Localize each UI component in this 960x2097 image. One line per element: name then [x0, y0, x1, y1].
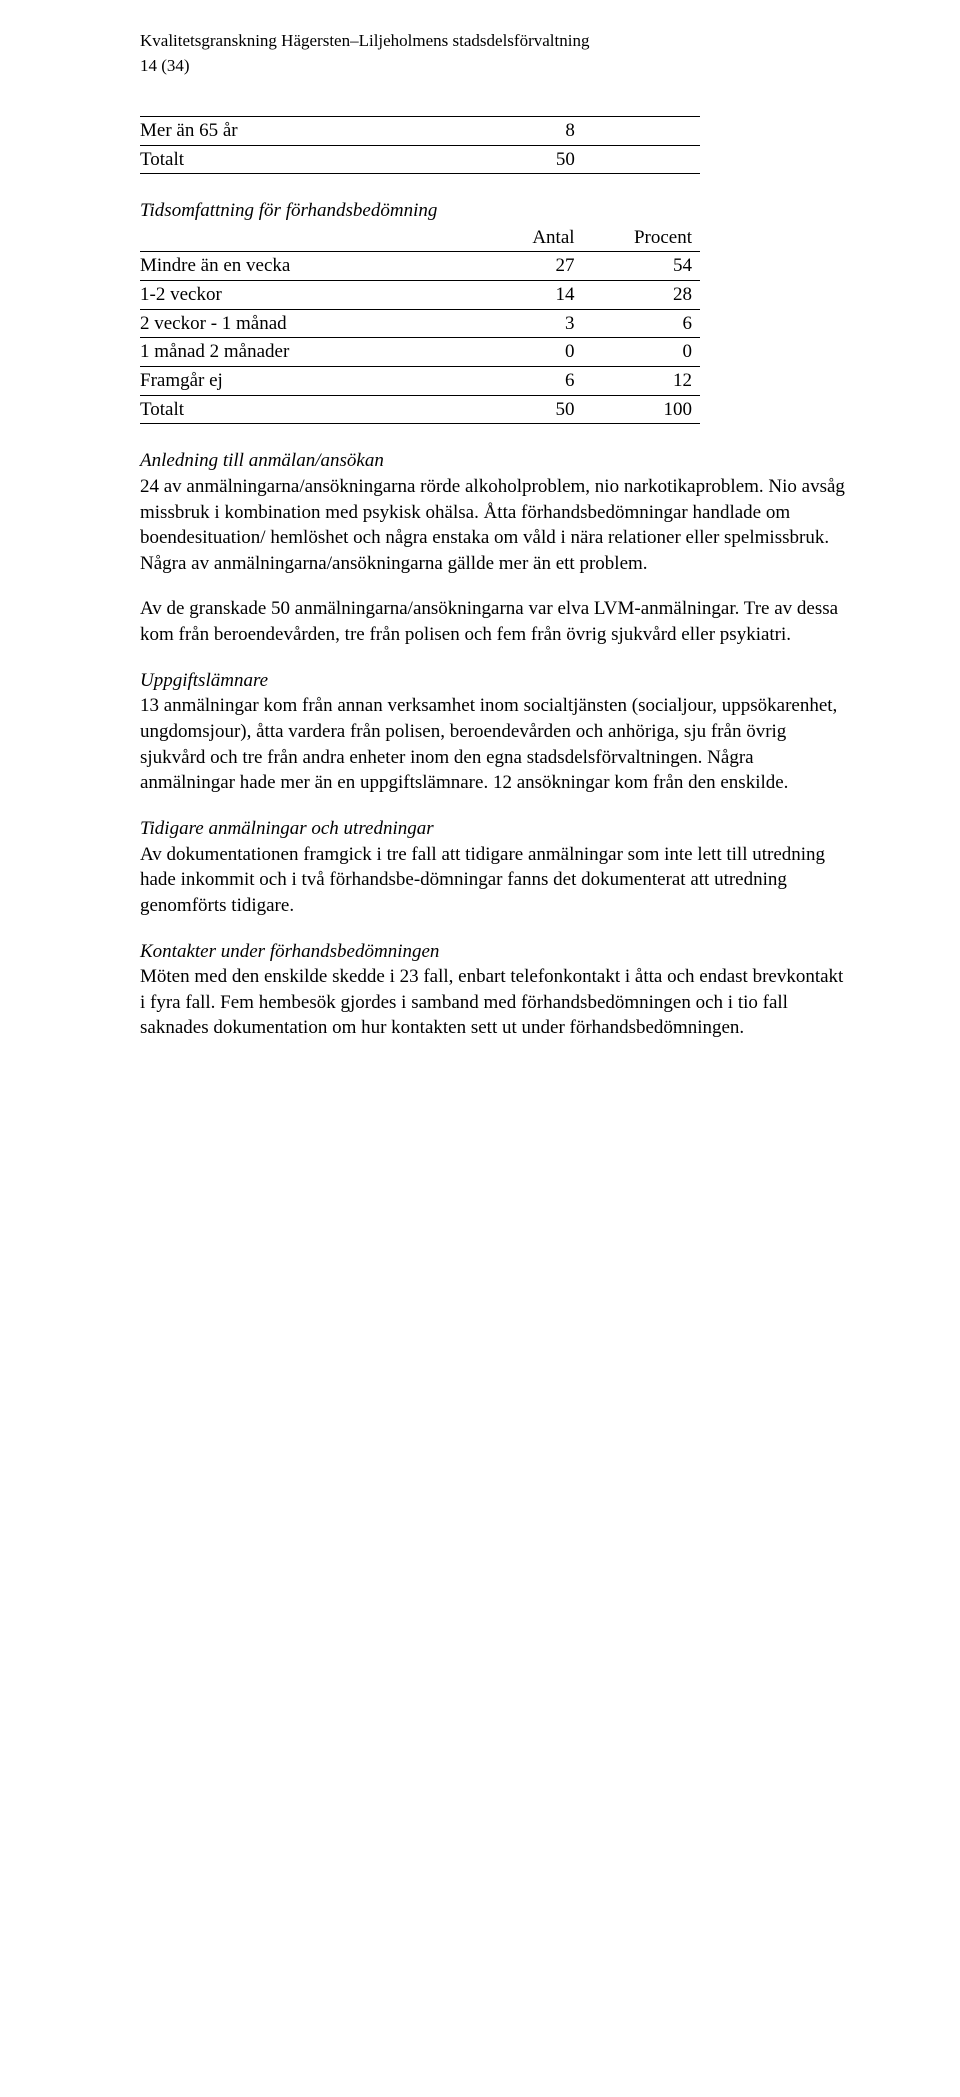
- cell-value: 12: [583, 367, 700, 396]
- table2-title: Tidsomfattning för förhandsbedömning: [140, 198, 850, 224]
- cell-label: 1 månad 2 månader: [140, 338, 465, 367]
- cell-value: 27: [465, 252, 582, 281]
- cell-label: Totalt: [140, 145, 466, 174]
- table-row: Mer än 65 år 8: [140, 116, 700, 145]
- paragraph: Av dokumentationen framgick i tre fall a…: [140, 842, 850, 919]
- cell-label: Totalt: [140, 395, 465, 424]
- section-title: Kontakter under förhandsbedömningen: [140, 939, 850, 965]
- page-container: Kvalitetsgranskning Hägersten–Liljeholme…: [70, 0, 890, 1121]
- section-uppgiftslamnare: Uppgiftslämnare 13 anmälningar kom från …: [140, 668, 850, 796]
- paragraph: 24 av anmälningarna/ansökningarna rörde …: [140, 474, 850, 577]
- table-row: Mindre än en vecka 27 54: [140, 252, 700, 281]
- paragraph: 13 anmälningar kom från annan verksamhet…: [140, 693, 850, 796]
- age-table: Mer än 65 år 8 Totalt 50: [140, 116, 700, 174]
- cell-empty: [583, 145, 700, 174]
- cell-value: 3: [465, 309, 582, 338]
- paragraph: Av de granskade 50 anmälningarna/ansökni…: [140, 596, 850, 647]
- cell-value: 54: [583, 252, 700, 281]
- cell-value: 6: [583, 309, 700, 338]
- cell-label: 1-2 veckor: [140, 281, 465, 310]
- table-row: Totalt 50 100: [140, 395, 700, 424]
- cell-value: 0: [583, 338, 700, 367]
- cell-empty: [140, 224, 465, 252]
- col-header: Procent: [583, 224, 700, 252]
- cell-value: 8: [466, 116, 583, 145]
- running-header: Kvalitetsgranskning Hägersten–Liljeholme…: [140, 30, 850, 53]
- section-anledning: Anledning till anmälan/ansökan 24 av anm…: [140, 448, 850, 647]
- cell-value: 0: [465, 338, 582, 367]
- cell-value: 100: [583, 395, 700, 424]
- section-kontakter: Kontakter under förhandsbedömningen Möte…: [140, 939, 850, 1042]
- cell-label: 2 veckor - 1 månad: [140, 309, 465, 338]
- cell-label: Mindre än en vecka: [140, 252, 465, 281]
- paragraph: Möten med den enskilde skedde i 23 fall,…: [140, 964, 850, 1041]
- cell-label: Mer än 65 år: [140, 116, 466, 145]
- duration-table: Antal Procent Mindre än en vecka 27 54 1…: [140, 224, 700, 424]
- table-row: Totalt 50: [140, 145, 700, 174]
- page-number: 14 (34): [140, 55, 850, 78]
- cell-value: 50: [466, 145, 583, 174]
- table-header-row: Antal Procent: [140, 224, 700, 252]
- table-row: 2 veckor - 1 månad 3 6: [140, 309, 700, 338]
- table-row: 1 månad 2 månader 0 0: [140, 338, 700, 367]
- table-row: 1-2 veckor 14 28: [140, 281, 700, 310]
- section-title: Uppgiftslämnare: [140, 668, 850, 694]
- section-tidigare: Tidigare anmälningar och utredningar Av …: [140, 816, 850, 919]
- cell-empty: [583, 116, 700, 145]
- section-title: Anledning till anmälan/ansökan: [140, 448, 850, 474]
- cell-value: 50: [465, 395, 582, 424]
- table-row: Framgår ej 6 12: [140, 367, 700, 396]
- cell-label: Framgår ej: [140, 367, 465, 396]
- col-header: Antal: [465, 224, 582, 252]
- cell-value: 28: [583, 281, 700, 310]
- section-title: Tidigare anmälningar och utredningar: [140, 816, 850, 842]
- cell-value: 14: [465, 281, 582, 310]
- cell-value: 6: [465, 367, 582, 396]
